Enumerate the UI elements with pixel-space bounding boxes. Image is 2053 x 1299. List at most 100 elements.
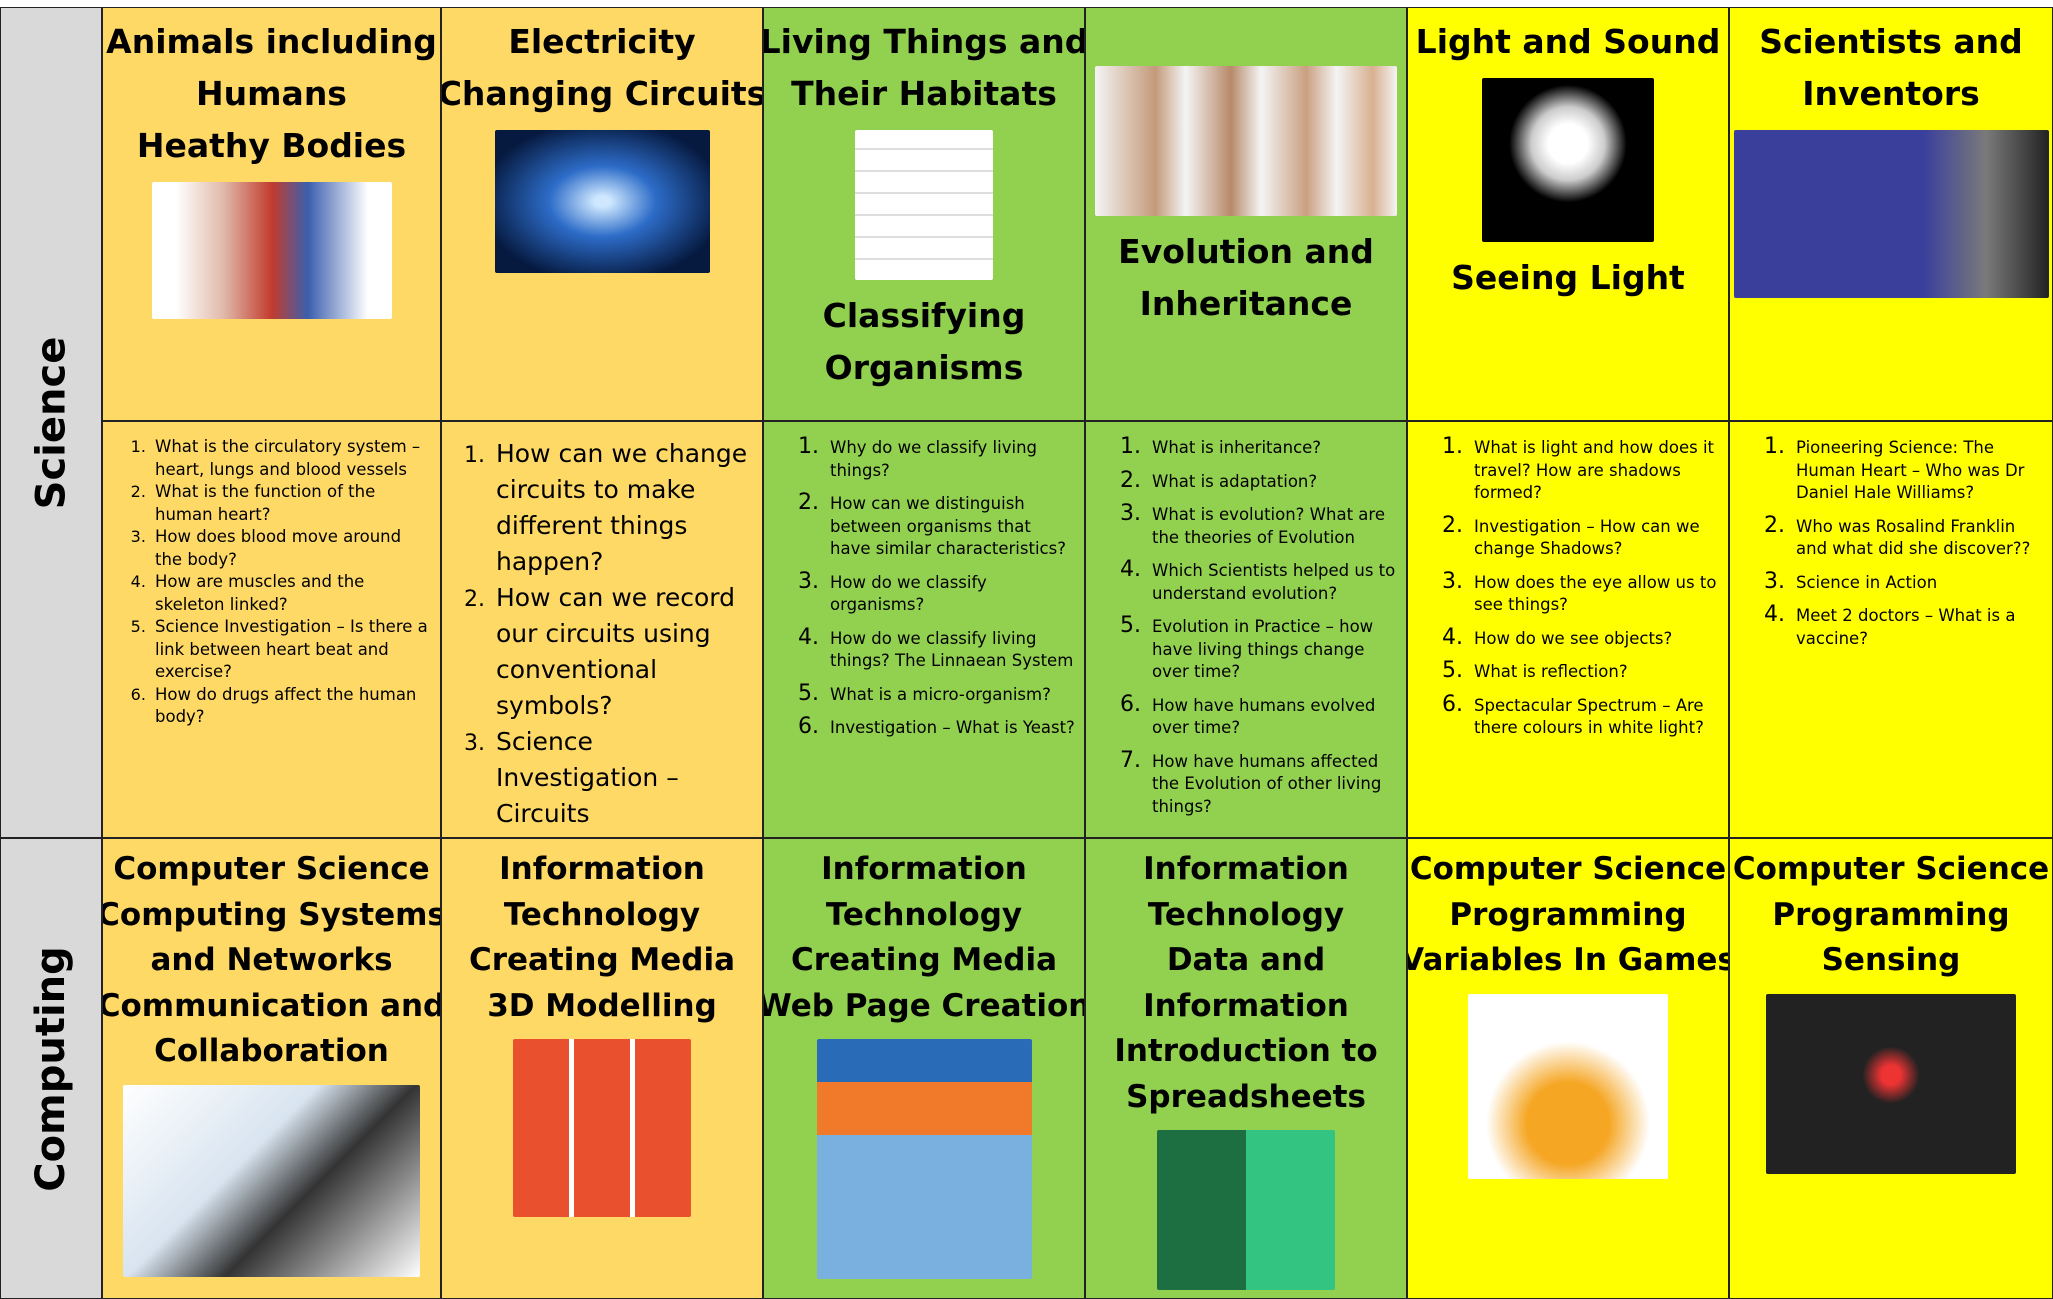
topic-cell: Animals including Humans Heathy Bodies xyxy=(102,7,441,421)
question-cell: What is the circulatory system – heart, … xyxy=(102,421,441,838)
question-cell: Pioneering Science: The Human Heart – Wh… xyxy=(1729,421,2053,838)
topic-image xyxy=(494,130,710,273)
topic-title: Variables In Games xyxy=(1407,942,1729,978)
question: What is a micro-organism? xyxy=(826,683,1076,707)
question-list: How can we change circuits to make diffe… xyxy=(442,436,762,832)
topic-title: Living Things and xyxy=(763,22,1085,61)
topic-cell: Evolution and Inheritance xyxy=(1085,7,1407,421)
topic-title: Information xyxy=(1143,851,1349,887)
question: Investigation – How can we change Shadow… xyxy=(1470,515,1720,561)
topic-title: Computing Systems xyxy=(102,896,441,933)
topic-image xyxy=(123,1084,420,1277)
topic-title: Inventors xyxy=(1802,74,1980,113)
topic-title: Web Page Creation xyxy=(763,987,1085,1024)
topic-title: 3D Modelling xyxy=(487,987,717,1024)
topic-title: Sensing xyxy=(1821,942,1961,978)
question: Investigation – What is Yeast? xyxy=(826,716,1076,740)
topic-caption: Inheritance xyxy=(1139,284,1353,323)
topic-title: Creating Media xyxy=(468,942,736,978)
question: What is the function of the human heart? xyxy=(151,481,432,526)
topic-title: Technology xyxy=(1147,896,1345,933)
question: What is light and how does it travel? Ho… xyxy=(1470,436,1720,505)
question-list: What is the circulatory system – heart, … xyxy=(103,436,440,729)
topic-title: Animals including xyxy=(106,22,437,61)
topic-title: Creating Media xyxy=(790,942,1058,978)
question: How does the eye allow us to see things? xyxy=(1470,571,1720,617)
topic-cell: Computer Science Programming Variables In … xyxy=(1407,838,1729,1299)
topic-title: Introduction to xyxy=(1114,1033,1378,1069)
question-cell: How can we change circuits to make diffe… xyxy=(441,421,763,838)
topic-title: Computer Science xyxy=(113,851,430,887)
topic-title: Spreadsheets xyxy=(1126,1078,1366,1115)
topic-caption: Organisms xyxy=(824,348,1024,387)
topic-cell: Information Technology Data and Information… xyxy=(1085,838,1407,1299)
topic-title: Light and Sound xyxy=(1415,22,1721,61)
question: Science in Action xyxy=(1792,571,2044,595)
question: Evolution in Practice – how have living … xyxy=(1148,615,1398,684)
topic-image xyxy=(513,1039,691,1217)
topic-title: Computer Science xyxy=(1409,851,1727,887)
topic-title: Heathy Bodies xyxy=(136,126,407,165)
question: How do we classify living things? The Li… xyxy=(826,627,1076,673)
topic-image xyxy=(855,130,993,280)
topic-cell: Information Technology Creating Media 3D Mo… xyxy=(441,838,763,1299)
question: How have humans affected the Evolution o… xyxy=(1148,750,1398,819)
topic-cell: Light and Sound Seeing Light xyxy=(1407,7,1729,421)
question: Spectacular Spectrum – Are there colours… xyxy=(1470,694,1720,740)
topic-title: Scientists and xyxy=(1759,22,2023,61)
topic-title: Communication and xyxy=(102,987,441,1024)
row-label: Computing xyxy=(0,838,102,1299)
topic-title: Information xyxy=(499,851,705,887)
topic-title: Programming xyxy=(1772,896,2010,933)
topic-caption: Classifying xyxy=(822,296,1026,335)
topic-title: Humans xyxy=(196,74,347,113)
question: How does blood move around the body? xyxy=(151,526,432,571)
topic-image xyxy=(1766,993,2016,1174)
topic-image xyxy=(1468,993,1668,1179)
question: What is evolution? What are the theories… xyxy=(1148,503,1398,549)
question: Which Scientists helped us to understand… xyxy=(1148,559,1398,605)
topic-caption: Evolution and xyxy=(1118,232,1374,271)
question: How can we record our circuits using con… xyxy=(492,580,754,724)
question: Why do we classify living things? xyxy=(826,436,1076,482)
topic-cell: Electricity Changing Circuits xyxy=(441,7,763,421)
topic-title: Their Habitats xyxy=(791,74,1057,113)
question: How can we distinguish between organisms… xyxy=(826,492,1076,561)
question: How are muscles and the skeleton linked? xyxy=(151,571,432,616)
topic-image xyxy=(1733,130,2049,298)
question-list: What is inheritance? What is adaptation? W… xyxy=(1086,436,1406,828)
row-label-text: Science xyxy=(28,336,74,509)
question: Science Investigation – Circuits xyxy=(492,724,754,832)
topic-image xyxy=(1482,78,1654,242)
question-cell: What is inheritance? What is adaptation? W… xyxy=(1085,421,1407,838)
topic-image xyxy=(1095,66,1397,216)
question: Who was Rosalind Franklin and what did s… xyxy=(1792,515,2044,561)
topic-title: Programming xyxy=(1449,896,1687,933)
topic-title: Technology xyxy=(825,896,1023,933)
topic-image xyxy=(151,182,392,319)
topic-title: Technology xyxy=(503,896,701,933)
question: What is inheritance? xyxy=(1148,436,1398,460)
topic-title: Information xyxy=(1143,987,1349,1024)
question: How do drugs affect the human body? xyxy=(151,684,432,729)
question: Pioneering Science: The Human Heart – Wh… xyxy=(1792,436,2044,505)
topic-cell: Information Technology Creating Media Web P… xyxy=(763,838,1085,1299)
topic-title: and Networks xyxy=(150,942,393,978)
question: What is reflection? xyxy=(1470,660,1720,684)
question-list: Why do we classify living things? How can… xyxy=(764,436,1084,750)
question: What is the circulatory system – heart, … xyxy=(151,436,432,481)
topic-cell: Computer Science Programming Sensing xyxy=(1729,838,2053,1299)
question: How do we classify organisms? xyxy=(826,571,1076,617)
topic-title: Information xyxy=(821,851,1027,887)
row-label-text: Computing xyxy=(28,945,75,1192)
topic-cell: Computer Science Computing Systems and Net… xyxy=(102,838,441,1299)
question: How have humans evolved over time? xyxy=(1148,694,1398,740)
question-list: Pioneering Science: The Human Heart – Wh… xyxy=(1730,436,2052,660)
topic-title: Data and xyxy=(1166,942,1326,978)
topic-image xyxy=(816,1039,1032,1279)
question: Science Investigation – Is there a link … xyxy=(151,616,432,684)
topic-title: Collaboration xyxy=(154,1033,389,1069)
topic-cell: Living Things and Their Habitats Classifyi… xyxy=(763,7,1085,421)
topic-caption: Seeing Light xyxy=(1451,258,1685,297)
